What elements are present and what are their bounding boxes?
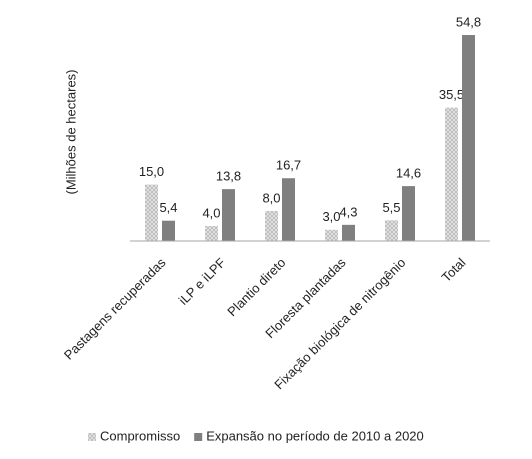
value-label: 5,4: [159, 200, 177, 215]
x-tick-label: Total: [439, 255, 469, 285]
y-axis-title: (Milhões de hectares): [63, 70, 78, 195]
bar: [402, 186, 415, 241]
bar: [282, 178, 295, 241]
value-label: 14,6: [396, 166, 421, 181]
value-label: 13,8: [216, 169, 241, 184]
bar: [342, 224, 355, 241]
legend-label: Expansão no período de 2010 a 2020: [206, 428, 424, 443]
value-label: 3,0: [322, 209, 340, 224]
bar: [445, 107, 458, 241]
value-label: 5,5: [382, 200, 400, 215]
value-label: 4,0: [202, 205, 220, 220]
x-tick-label: iLP e iLPF: [176, 255, 229, 308]
legend-swatch: [194, 433, 203, 441]
x-tick-label: Pastagens recuperadas: [61, 255, 169, 363]
bar: [145, 184, 158, 241]
value-label: 16,7: [276, 158, 301, 173]
bar: [462, 35, 475, 241]
legend-label: Compromisso: [100, 428, 180, 443]
bar: [385, 220, 398, 241]
x-tick-label: Plantio direto: [224, 255, 288, 319]
legend-swatch: [88, 433, 96, 441]
x-tick-label: Fixação biológica de nitrogênio: [271, 255, 408, 392]
bar: [162, 220, 175, 241]
value-label: 54,8: [456, 14, 481, 29]
value-label: 15,0: [139, 164, 164, 179]
bar: [325, 229, 338, 241]
bar: [222, 189, 235, 241]
bar: [265, 210, 278, 241]
value-label: 8,0: [262, 190, 280, 205]
value-label: 4,3: [339, 204, 357, 219]
bar: [205, 225, 218, 241]
value-label: 35,5: [439, 87, 464, 102]
